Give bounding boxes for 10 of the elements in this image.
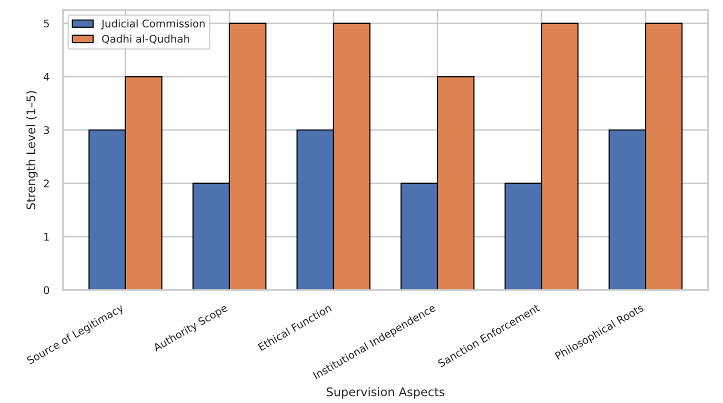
y-axis-title: Strength Level (1–5)	[26, 91, 38, 210]
x-axis-title: Supervision Aspects	[326, 387, 444, 399]
y-tick-label: 4	[44, 73, 50, 81]
y-tick-label: 0	[44, 286, 50, 294]
y-tick-label: 5	[44, 20, 49, 28]
y-tick-label: 3	[44, 126, 49, 134]
legend-label: Qadhi al-Qudhah	[102, 34, 190, 44]
y-tick-label: 2	[44, 180, 49, 188]
legend-label: Judicial Commission	[101, 19, 205, 30]
y-tick-label: 1	[44, 233, 49, 241]
